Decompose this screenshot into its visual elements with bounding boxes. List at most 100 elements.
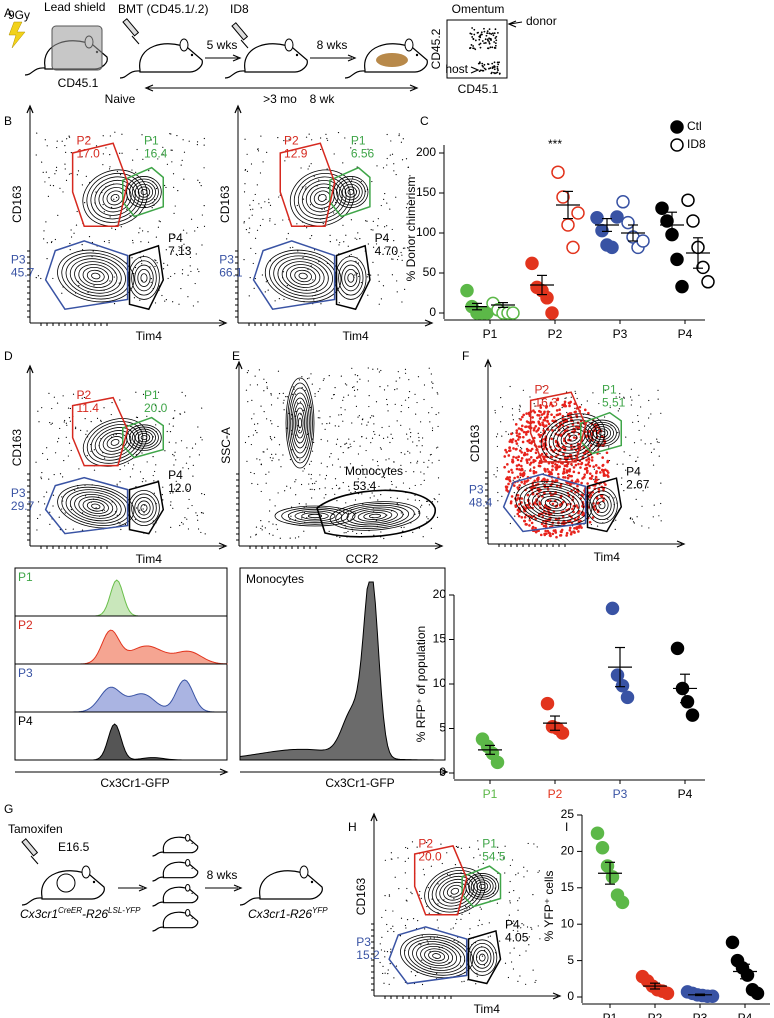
contour (98, 430, 132, 455)
event (345, 531, 347, 534)
event (67, 407, 70, 409)
event (95, 507, 97, 509)
event (349, 463, 352, 465)
event (436, 392, 438, 394)
contour (82, 498, 109, 514)
gate (502, 473, 587, 533)
event (519, 477, 521, 479)
event (488, 32, 491, 35)
event (166, 163, 168, 165)
event (174, 273, 176, 275)
event (95, 145, 98, 147)
contour (432, 953, 442, 959)
gate-name: P3 (11, 486, 26, 500)
event (72, 393, 75, 395)
event (398, 134, 400, 137)
event (511, 471, 514, 474)
event (371, 180, 373, 183)
event (338, 488, 340, 490)
event (119, 481, 121, 483)
event (510, 495, 514, 498)
event (294, 481, 296, 483)
y-tick-label: 5 (439, 721, 446, 735)
event (202, 512, 204, 514)
event (338, 302, 340, 304)
dot (595, 223, 609, 238)
event (412, 441, 414, 443)
event (76, 210, 78, 213)
event (64, 145, 66, 147)
event (295, 494, 297, 496)
event (428, 504, 431, 506)
event (592, 465, 595, 468)
event (52, 505, 54, 507)
event (49, 184, 51, 186)
event (543, 410, 546, 414)
event (494, 44, 497, 47)
event (256, 431, 258, 434)
event (507, 449, 511, 453)
event (400, 424, 402, 426)
dot (725, 935, 740, 950)
event (243, 221, 245, 223)
event (469, 32, 472, 35)
event (400, 917, 403, 919)
event (572, 466, 576, 469)
event (631, 399, 633, 401)
event (512, 447, 515, 450)
event (166, 430, 168, 433)
event (515, 429, 519, 432)
event (543, 419, 547, 422)
event (326, 422, 328, 425)
contour (129, 178, 159, 206)
event (42, 171, 44, 173)
event (80, 429, 82, 431)
event (250, 163, 253, 165)
mouse (152, 911, 199, 932)
event (590, 474, 594, 478)
event (600, 495, 604, 498)
event (491, 62, 494, 65)
mouse-ear (81, 865, 91, 879)
mouse-eye (415, 53, 419, 57)
event (404, 368, 407, 370)
gate-name: P1 (482, 836, 497, 850)
mouse (152, 861, 199, 882)
event (431, 429, 434, 432)
event (506, 463, 509, 466)
event (249, 227, 251, 229)
contour (94, 427, 136, 458)
contour (527, 488, 580, 519)
event (278, 392, 281, 395)
label: Tim4 (474, 1002, 501, 1016)
event (161, 493, 163, 496)
event (364, 473, 366, 475)
event (495, 35, 498, 38)
event (450, 895, 452, 897)
event (509, 501, 513, 505)
event (468, 907, 471, 909)
event (518, 510, 521, 514)
event (263, 451, 265, 453)
event (483, 63, 486, 66)
y-tick-label: 50 (423, 265, 437, 279)
event (103, 211, 105, 213)
x-tick-label: P2 (648, 1011, 663, 1018)
event (307, 168, 309, 170)
event (252, 199, 254, 202)
event (405, 927, 407, 929)
event (527, 842, 529, 845)
event (108, 168, 111, 170)
event (378, 434, 381, 436)
event (456, 918, 458, 920)
event (110, 206, 113, 208)
dot (701, 275, 715, 289)
event (404, 247, 406, 249)
event (560, 433, 563, 437)
event (269, 218, 271, 220)
label: CCR2 (346, 552, 379, 566)
event (64, 512, 66, 514)
event (483, 42, 486, 45)
event (434, 498, 436, 501)
event (336, 239, 338, 241)
